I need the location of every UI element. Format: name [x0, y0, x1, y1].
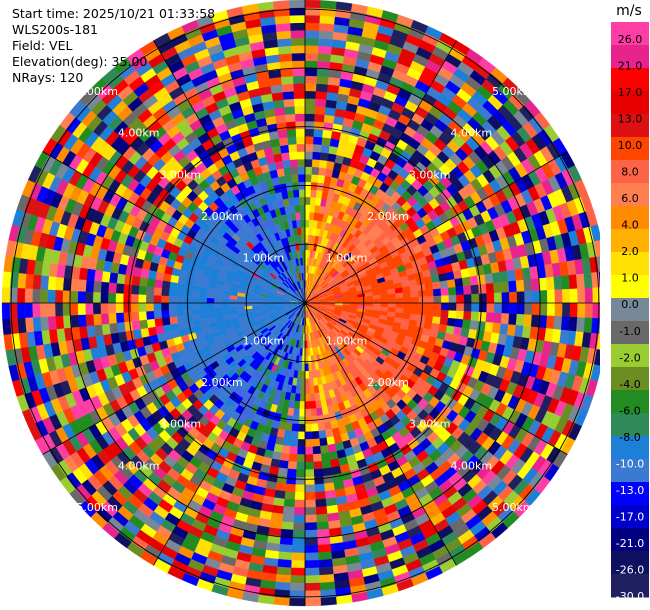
colorbar-tick-label: 26.0 — [618, 33, 643, 46]
colorbar-tick-label: -21.0 — [616, 537, 644, 550]
colorbar-tick-label: 1.0 — [621, 272, 639, 285]
colorbar-tick-label: -30.0 — [616, 590, 644, 603]
ppi-plot: 1.00km2.00km3.00km4.00km5.00km1.00km2.00… — [1, 0, 600, 607]
colorbar-tick-label: 8.0 — [621, 166, 639, 179]
colorbar-unit: m/s — [616, 3, 642, 19]
colorbar-tick-label: 2.0 — [621, 245, 639, 258]
colorbar-tick-label: -13.0 — [616, 484, 644, 497]
colorbar-tick-label: -8.0 — [619, 431, 640, 444]
colorbar-tick-label: -17.0 — [616, 510, 644, 523]
colorbar-tick-label: -4.0 — [619, 378, 640, 391]
colorbar-tick-label: -6.0 — [619, 404, 640, 417]
colorbar-tick-label: -26.0 — [616, 564, 644, 577]
colorbar-tick-label: 6.0 — [621, 192, 639, 205]
colorbar-tick-label: 21.0 — [618, 60, 643, 73]
colorbar-tick-label: 10.0 — [618, 139, 643, 152]
colorbar-tick-label: -1.0 — [619, 325, 640, 338]
colorbar-tick-label: 4.0 — [621, 219, 639, 232]
colorbar-tick-label: 17.0 — [618, 86, 643, 99]
colorbar-tick-label: -2.0 — [619, 351, 640, 364]
colorbar-tick-label: 13.0 — [618, 113, 643, 126]
colorbar-tick-label: -10.0 — [616, 457, 644, 470]
colorbar-tick-label: 0.0 — [621, 298, 639, 311]
